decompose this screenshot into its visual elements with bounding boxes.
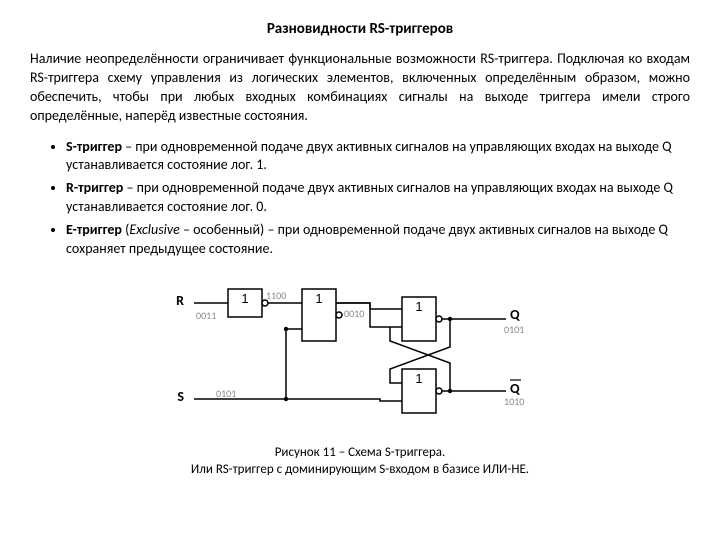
svg-text:1: 1 xyxy=(315,291,322,306)
pin-q-label: Q xyxy=(510,306,520,323)
svg-text:0011: 0011 xyxy=(196,309,216,322)
svg-text:0010: 0010 xyxy=(344,307,364,320)
list-item: S-триггер – при одновременной подаче дву… xyxy=(66,138,690,176)
figure-caption: Рисунок 11 – Схема S-триггера. Или RS-тр… xyxy=(30,445,690,479)
item-bold: E-триггер xyxy=(66,221,122,238)
page-title: Разновидности RS-триггеров xyxy=(30,20,690,38)
pin-r-label: R xyxy=(176,292,184,309)
item-bold: S-триггер xyxy=(66,138,122,155)
svg-text:0101: 0101 xyxy=(504,323,524,336)
item-bold: R-триггер xyxy=(66,179,123,196)
item-text: – при одновременной подаче двух активных… xyxy=(66,138,672,174)
list-item: R-триггер – при одновременной подаче дву… xyxy=(66,179,690,217)
svg-text:1: 1 xyxy=(415,371,422,386)
item-ital: Exclusive xyxy=(129,221,179,238)
s-trigger-diagram: 1111R0011S0101Q0101Q101011000010 xyxy=(170,275,550,439)
svg-text:1: 1 xyxy=(241,291,248,306)
svg-text:1100: 1100 xyxy=(266,289,286,302)
intro-paragraph: Наличие неопределённости ограничивает фу… xyxy=(30,50,690,126)
caption-line-2: Или RS-триггер с доминирующим S-входом в… xyxy=(191,462,529,477)
svg-text:1: 1 xyxy=(415,299,422,314)
caption-line-1: Рисунок 11 – Схема S-триггера. xyxy=(275,445,446,460)
trigger-types-list: S-триггер – при одновременной подаче дву… xyxy=(30,138,690,259)
svg-text:1010: 1010 xyxy=(504,395,524,408)
svg-text:0101: 0101 xyxy=(216,387,236,400)
list-item: E-триггер (Exclusive – особенный) – при … xyxy=(66,221,690,259)
item-text: – при одновременной подаче двух активных… xyxy=(66,179,673,215)
figure-block: 1111R0011S0101Q0101Q101011000010 Рисунок… xyxy=(30,275,690,479)
pin-s-label: S xyxy=(177,388,184,405)
